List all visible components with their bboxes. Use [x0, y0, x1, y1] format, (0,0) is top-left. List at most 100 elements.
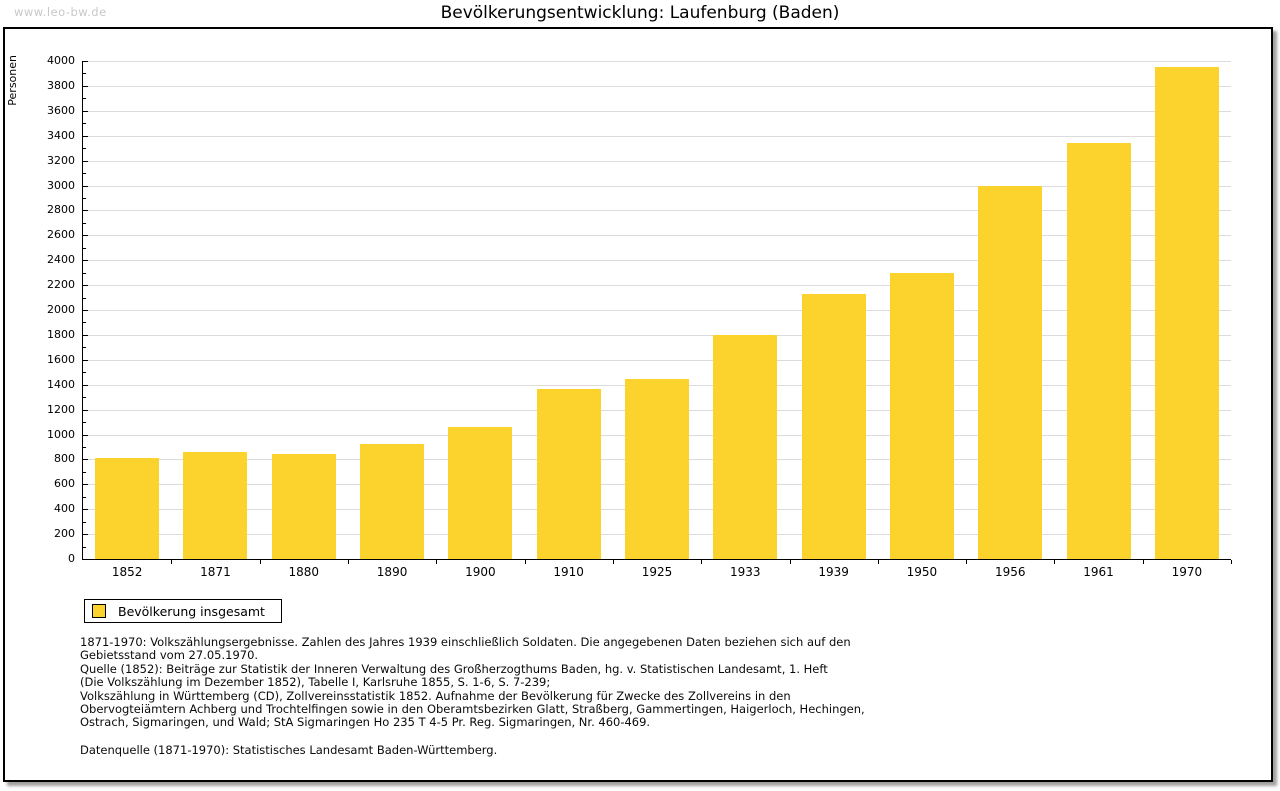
- y-major-tick: [83, 360, 88, 361]
- y-tick-label: 2400: [47, 253, 75, 266]
- y-major-tick: [83, 459, 88, 460]
- y-minor-tick: [83, 98, 86, 99]
- y-major-tick: [83, 235, 88, 236]
- x-boundary-tick: [789, 560, 791, 564]
- y-gridline: [83, 61, 1231, 62]
- y-minor-tick: [83, 248, 86, 249]
- y-tick-label: 3200: [47, 154, 75, 167]
- x-tick-label: 1939: [818, 565, 849, 579]
- x-boundary-tick: [347, 560, 349, 564]
- y-tick-label: 400: [54, 502, 75, 515]
- y-minor-tick: [83, 322, 86, 323]
- x-boundary-tick: [1142, 560, 1144, 564]
- x-tick-label: 1880: [288, 565, 320, 579]
- footnote-line: (Die Volkszählung im Dezember 1852), Tab…: [80, 675, 551, 690]
- y-minor-tick: [83, 148, 86, 149]
- x-tick-label: 1925: [641, 565, 673, 579]
- footnotes: 1871-1970: Volkszählungsergebnisse. Zahl…: [80, 635, 865, 757]
- y-major-tick: [83, 310, 88, 311]
- bar-1890: [360, 443, 425, 559]
- y-minor-tick: [83, 472, 86, 473]
- y-tick-label: 4000: [47, 54, 75, 67]
- x-tick-label: 1933: [730, 565, 761, 579]
- bar-1900: [448, 427, 513, 559]
- x-boundary-tick: [966, 560, 968, 564]
- footnote-line: Gebietsstand vom 27.05.1970.: [80, 648, 259, 663]
- y-gridline: [83, 235, 1231, 236]
- y-gridline: [83, 161, 1231, 162]
- x-boundary-tick: [524, 560, 526, 564]
- y-major-tick: [83, 435, 88, 436]
- y-axis-title: Personen: [6, 55, 19, 106]
- y-tick-label: 2000: [47, 303, 75, 316]
- y-minor-tick: [83, 522, 86, 523]
- y-minor-tick: [83, 397, 86, 398]
- legend-swatch-icon: [92, 604, 106, 618]
- y-minor-tick: [83, 173, 86, 174]
- x-tick-label: 1871: [200, 565, 231, 579]
- y-tick-label: 1600: [47, 353, 75, 366]
- y-major-tick: [83, 410, 88, 411]
- x-boundary-tick: [1054, 560, 1056, 564]
- footnote-line: Volkszählung in Württemberg (CD), Zollve…: [80, 688, 791, 703]
- bar-1950: [889, 272, 954, 559]
- y-tick-label: 1000: [47, 428, 75, 441]
- y-gridline: [83, 111, 1231, 112]
- footnote-line: Quelle (1852): Beiträge zur Statistik de…: [80, 661, 828, 676]
- y-tick-label: 3600: [47, 104, 75, 117]
- bar-1939: [801, 293, 866, 559]
- x-tick-label: 1956: [994, 565, 1026, 579]
- y-gridline: [83, 136, 1231, 137]
- x-boundary-tick: [259, 560, 261, 564]
- x-boundary-tick: [701, 560, 703, 564]
- y-minor-tick: [83, 422, 86, 423]
- x-tick-label: 1970: [1171, 565, 1203, 579]
- y-tick-label: 2600: [47, 228, 75, 241]
- chart-frame: Personen 0 200 400 600 800 1000 1200 1400 1600 18…: [3, 27, 1273, 782]
- y-major-tick: [83, 484, 88, 485]
- y-major-tick: [83, 335, 88, 336]
- footnote-line: Ostrach, Sigmaringen, und Wald; StA Sigm…: [80, 715, 651, 730]
- x-boundary-tick: [436, 560, 438, 564]
- bar-1910: [536, 389, 601, 559]
- y-gridline: [83, 310, 1231, 311]
- x-tick-label: 1961: [1083, 565, 1114, 579]
- y-minor-tick: [83, 298, 86, 299]
- bar-1933: [713, 334, 778, 559]
- x-boundary-tick: [1231, 560, 1232, 564]
- bar-1871: [183, 451, 248, 559]
- x-tick-label: 1950: [906, 565, 938, 579]
- y-minor-tick: [83, 223, 86, 224]
- x-boundary-tick: [877, 560, 879, 564]
- x-boundary-tick: [171, 560, 173, 564]
- y-minor-tick: [83, 73, 86, 74]
- y-gridline: [83, 86, 1231, 87]
- bar-1880: [271, 453, 336, 559]
- bar-1852: [95, 458, 160, 559]
- y-major-tick: [83, 260, 88, 261]
- y-major-tick: [83, 86, 88, 87]
- y-gridline: [83, 360, 1231, 361]
- datasource-line: Datenquelle (1871-1970): Statistisches L…: [80, 742, 498, 757]
- y-major-tick: [83, 161, 88, 162]
- y-major-tick: [83, 385, 88, 386]
- y-minor-tick: [83, 123, 86, 124]
- y-major-tick: [83, 210, 88, 211]
- y-tick-label: 2800: [47, 203, 75, 216]
- y-minor-tick: [83, 347, 86, 348]
- bar-1925: [625, 378, 689, 559]
- y-minor-tick: [83, 273, 86, 274]
- plot-area: 0 200 400 600 800 1000 1200 1400 1600 1800 2000 220…: [47, 55, 1232, 579]
- bar-1956: [978, 185, 1043, 559]
- bar-1970: [1154, 67, 1219, 559]
- x-tick-label: 1890: [376, 565, 408, 579]
- y-tick-label: 1400: [47, 378, 75, 391]
- y-minor-tick: [83, 547, 86, 548]
- y-tick-label: 1800: [47, 328, 75, 341]
- y-tick-label: 2200: [47, 278, 75, 291]
- y-minor-tick: [83, 198, 86, 199]
- y-minor-tick: [83, 497, 86, 498]
- y-tick-label: 200: [54, 527, 75, 540]
- y-major-tick: [83, 534, 88, 535]
- y-major-tick: [83, 285, 88, 286]
